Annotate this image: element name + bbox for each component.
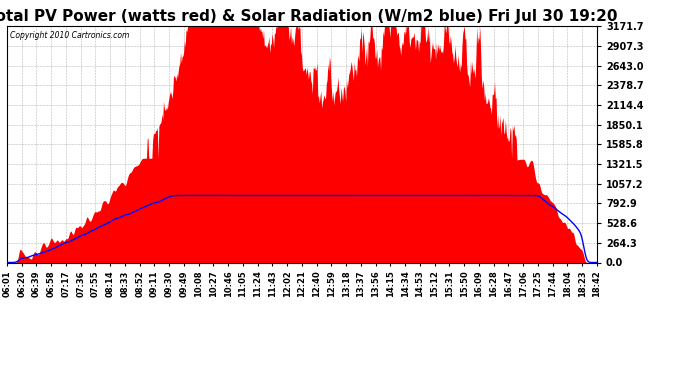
Title: Total PV Power (watts red) & Solar Radiation (W/m2 blue) Fri Jul 30 19:20: Total PV Power (watts red) & Solar Radia… bbox=[0, 9, 617, 24]
Text: Copyright 2010 Cartronics.com: Copyright 2010 Cartronics.com bbox=[10, 31, 129, 40]
